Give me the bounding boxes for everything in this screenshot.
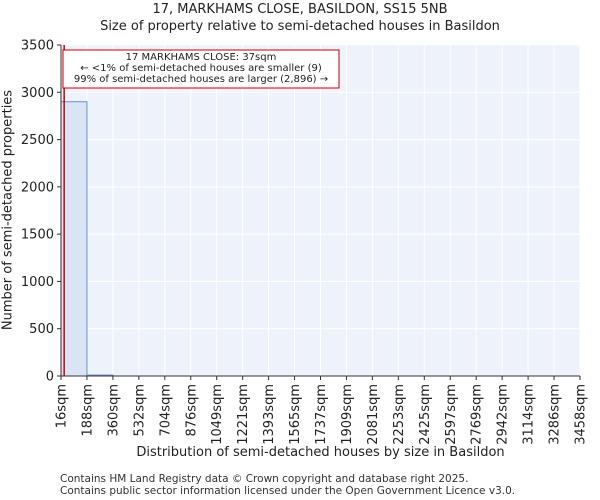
x-tick-label: 1737sqm — [314, 384, 329, 445]
annotation-line-3: 99% of semi-detached houses are larger (… — [73, 74, 329, 85]
annotation-box — [62, 49, 340, 89]
x-tick-label: 2253sqm — [392, 384, 407, 445]
footer-licence: Contains public sector information licen… — [60, 485, 516, 497]
x-tick-label: 876sqm — [184, 384, 199, 437]
property-annotation: 17 MARKHAMS CLOSE: 37sqm ← <1% of semi-d… — [61, 52, 341, 85]
chart-title: 17, MARKHAMS CLOSE, BASILDON, SS15 5NB — [152, 2, 448, 17]
x-tick-label: 1221sqm — [236, 384, 251, 445]
annotation-line-2: ← <1% of semi-detached houses are smalle… — [80, 63, 322, 74]
x-tick-label: 1393sqm — [262, 384, 277, 445]
x-tick-label: 2081sqm — [366, 384, 381, 445]
x-tick-label: 188sqm — [80, 384, 95, 437]
x-tick-label: 1049sqm — [210, 384, 225, 445]
bar — [60, 101, 88, 377]
x-tick-label: 2425sqm — [418, 384, 433, 445]
x-tick-label: 704sqm — [158, 384, 173, 437]
x-tick-label: 3114sqm — [522, 384, 537, 445]
chart-subtitle: Size of property relative to semi-detach… — [100, 19, 500, 34]
x-tick-label: 532sqm — [132, 384, 147, 437]
x-tick-label: 360sqm — [106, 384, 121, 437]
x-tick-label: 1909sqm — [340, 384, 355, 445]
x-tick-label: 2597sqm — [444, 384, 459, 445]
footer-copyright: Contains HM Land Registry data © Crown c… — [60, 473, 469, 485]
x-tick-label: 3286sqm — [548, 384, 563, 445]
y-tick-label: 500 — [29, 322, 54, 337]
x-tick-label: 16sqm — [55, 384, 70, 428]
x-axis-label: Distribution of semi-detached houses by … — [136, 445, 505, 460]
y-axis-label: Number of semi-detached properties — [0, 89, 16, 331]
x-tick-label: 2942sqm — [496, 384, 511, 445]
y-tick-label: 2500 — [21, 133, 54, 148]
y-tick-label: 3500 — [21, 39, 54, 54]
y-tick-label: 1000 — [21, 275, 54, 290]
x-tick-label: 2769sqm — [470, 384, 485, 445]
x-tick-label: 1565sqm — [288, 384, 303, 445]
y-tick-label: 1500 — [21, 228, 54, 243]
annotation-line-1: 17 MARKHAMS CLOSE: 37sqm — [125, 52, 277, 63]
x-tick-label: 3458sqm — [574, 384, 589, 445]
y-tick-label: 3000 — [21, 86, 54, 101]
y-tick-label: 0 — [46, 370, 54, 385]
y-tick-label: 2000 — [21, 180, 54, 195]
